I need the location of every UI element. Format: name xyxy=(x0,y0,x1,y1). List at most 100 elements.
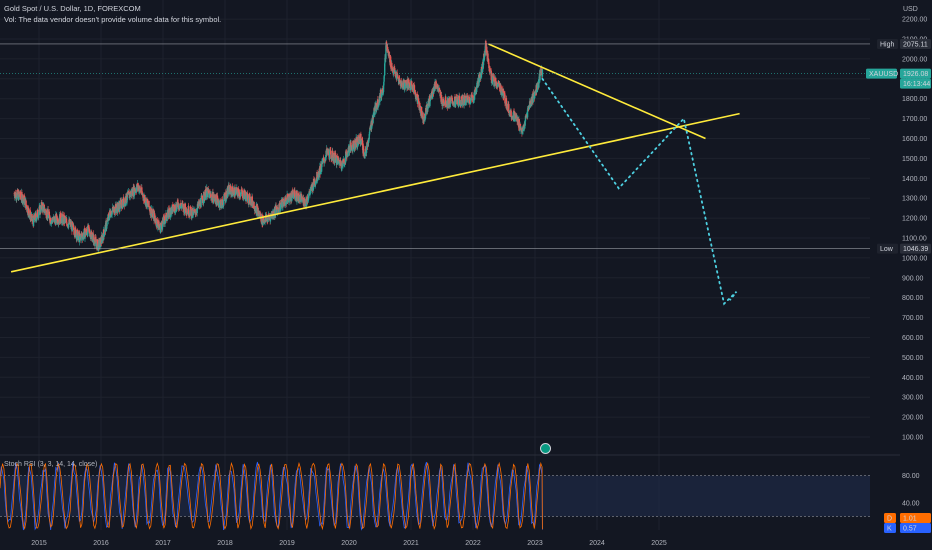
candle-body xyxy=(65,218,68,223)
candle-body xyxy=(383,76,385,82)
candle-body xyxy=(320,163,322,170)
candle-body xyxy=(113,206,115,215)
candle-body xyxy=(98,244,101,247)
candle-body xyxy=(285,197,287,202)
candle-body xyxy=(337,157,339,164)
candle-body xyxy=(160,222,163,226)
candle-body xyxy=(500,85,502,92)
candle-body xyxy=(78,233,81,236)
candle-body xyxy=(392,70,395,74)
oscillator-tick-label: 80.00 xyxy=(902,473,920,480)
candle-body xyxy=(35,218,38,221)
price-tick-label: 600.00 xyxy=(902,335,924,342)
last-price-tag: 1926.08 xyxy=(903,71,928,78)
candle-body xyxy=(119,200,121,209)
stoch-k-value-bg xyxy=(900,523,931,533)
candle-body xyxy=(413,85,416,91)
candle-body xyxy=(364,148,367,157)
candle-body xyxy=(48,214,51,221)
candle-body xyxy=(189,210,191,216)
candle-body xyxy=(271,214,273,219)
candle-body xyxy=(78,233,81,243)
low-tag-value-bg xyxy=(900,243,931,254)
candle-body xyxy=(180,203,182,206)
candle-body xyxy=(179,205,181,209)
candle-body xyxy=(37,209,39,217)
candle-body xyxy=(103,229,105,234)
candle-body xyxy=(505,98,508,108)
candle-body xyxy=(127,193,129,194)
candle-body xyxy=(127,193,129,196)
time-axis[interactable]: 2015 2016 2017 2018 2019 2020 2021 2022 2023 2024… xyxy=(31,540,667,547)
candle-body xyxy=(314,181,317,185)
stoch-d-value: 1.01 xyxy=(903,516,917,523)
candle-body xyxy=(47,209,49,215)
time-tick-label: 2021 xyxy=(403,540,419,547)
candle-body xyxy=(422,112,424,123)
candle-body xyxy=(15,193,17,200)
event-marker-icon[interactable] xyxy=(540,443,551,454)
candle-body xyxy=(454,100,457,107)
candle-body xyxy=(90,232,92,237)
candle-body xyxy=(243,189,246,195)
candle-body xyxy=(484,49,486,56)
projection-path[interactable] xyxy=(541,77,738,306)
candle-body xyxy=(234,190,237,195)
candle-body xyxy=(201,195,203,200)
candle-body xyxy=(381,91,383,98)
oscillator-title: Stoch RSI (3, 3, 14, 14, close) xyxy=(4,461,98,468)
low-tag-label-bg xyxy=(877,243,898,254)
candle-body xyxy=(80,234,82,241)
candle-body xyxy=(106,221,108,227)
candle-body xyxy=(320,166,323,172)
candle-body xyxy=(200,198,202,208)
candle-body xyxy=(530,104,532,106)
candle-body xyxy=(48,214,50,218)
time-tick-label: 2016 xyxy=(93,540,109,547)
high-tag-value: 2075.11 xyxy=(903,41,928,48)
trendline xyxy=(488,43,706,140)
candle-body xyxy=(524,121,526,126)
candle-body xyxy=(469,103,472,104)
stoch-k-line xyxy=(0,461,543,531)
candle-body xyxy=(294,189,296,198)
candle-body xyxy=(154,217,156,219)
price-axis[interactable]: USD 100.00 200.00 300.00 400.00 500.00 600.00 7… xyxy=(902,6,927,507)
stoch-d-value-bg xyxy=(900,513,931,523)
candle-body xyxy=(185,207,187,214)
last-price-tag-bg xyxy=(900,68,931,79)
candle-body xyxy=(480,67,483,78)
candle-body xyxy=(84,233,86,239)
trendlines[interactable] xyxy=(10,43,740,273)
candle-body xyxy=(67,223,70,228)
candle-body xyxy=(478,73,481,83)
candle-body xyxy=(35,213,37,218)
currency-label: USD xyxy=(903,6,918,13)
candle-body xyxy=(28,208,30,214)
candle-body xyxy=(87,224,90,226)
candle-body xyxy=(420,107,423,113)
candle-body xyxy=(482,65,484,69)
candle-body xyxy=(328,150,331,159)
trendline xyxy=(10,112,740,273)
candle-body xyxy=(496,82,498,88)
high-tag-value-bg xyxy=(900,38,931,49)
candle-body xyxy=(532,93,534,103)
candle-body xyxy=(484,55,486,58)
candle-body xyxy=(526,109,529,118)
candle-body xyxy=(219,200,221,205)
candle-body xyxy=(405,82,407,89)
candle-body xyxy=(309,187,312,191)
price-tick-label: 100.00 xyxy=(902,435,924,442)
stoch-k-tag-bg xyxy=(884,523,896,533)
candle-body xyxy=(510,110,512,117)
candle-body xyxy=(360,133,362,139)
high-tag-label: High xyxy=(880,41,895,48)
candle-body xyxy=(352,141,354,145)
candle-body xyxy=(27,207,30,209)
candle-body xyxy=(343,160,345,164)
candle-body xyxy=(118,203,120,212)
candle-body xyxy=(239,192,241,198)
time-tick-label: 2024 xyxy=(589,540,605,547)
